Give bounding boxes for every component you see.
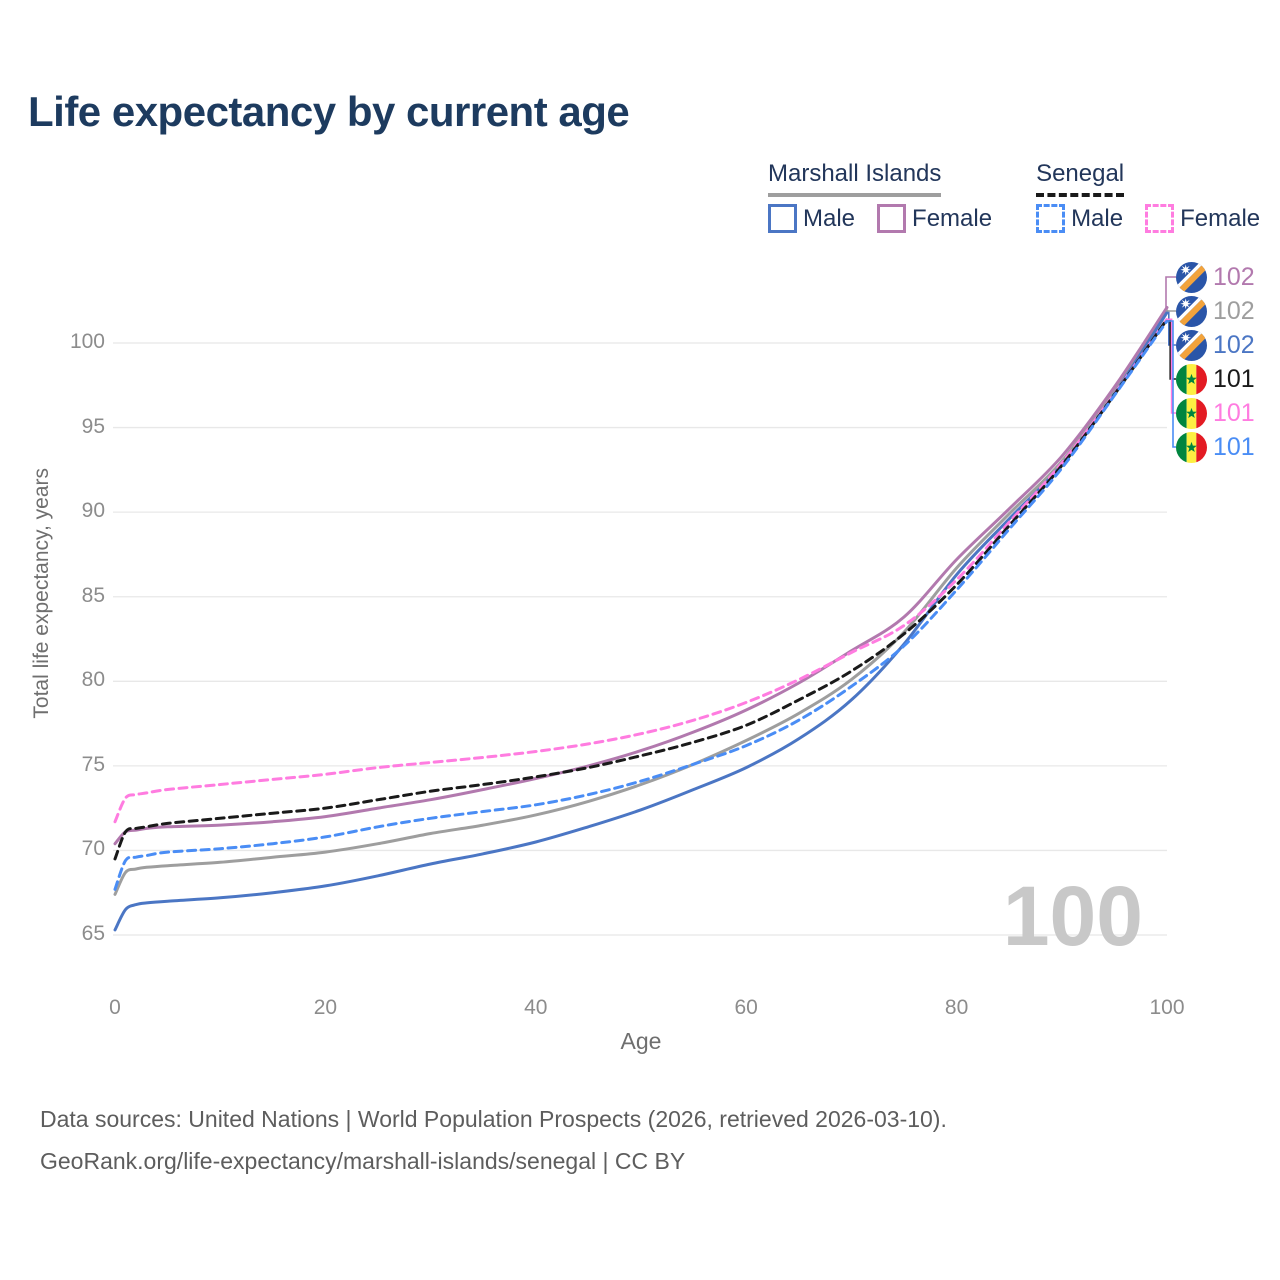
leader-line-mi-female	[1165, 276, 1176, 308]
x-tick-label: 100	[1149, 996, 1185, 1019]
series-line-mi-total	[113, 309, 1169, 896]
end-value-label: 102	[1213, 330, 1255, 359]
legend-label-senegal-female[interactable]: Female	[1180, 204, 1261, 232]
footer-attribution: GeoRank.org/life-expectancy/marshall-isl…	[40, 1148, 686, 1174]
x-tick-label: 40	[524, 996, 548, 1019]
y-tick-label: 90	[81, 499, 105, 523]
end-value-label: 101	[1213, 432, 1255, 461]
y-tick-label: 70	[81, 837, 105, 861]
series-line-mi-male	[113, 311, 1169, 932]
footer-sources: Data sources: United Nations | World Pop…	[40, 1106, 947, 1132]
legend-label-senegal-male[interactable]: Male	[1071, 204, 1124, 232]
senegal-flag-icon	[1176, 363, 1207, 395]
legend-group-senegal: Senegal Male Female	[1036, 160, 1280, 233]
footer: Data sources: United Nations | World Pop…	[40, 1106, 947, 1190]
y-tick-label: 85	[81, 583, 105, 607]
end-label-row-mi-male: 102	[1176, 329, 1255, 361]
x-tick-label: 60	[734, 996, 758, 1019]
y-tick-label: 75	[81, 752, 105, 776]
legend-swatch-senegal-male-icon[interactable]	[1036, 204, 1066, 233]
legend: Marshall Islands Male Female Senegal Mal…	[768, 160, 1280, 233]
y-tick-label: 80	[81, 668, 105, 692]
series-line-sn-female	[113, 317, 1169, 824]
y-axis-title: Total life expectancy, years	[30, 468, 53, 719]
end-label-row-mi-total: 102	[1176, 295, 1255, 327]
y-tick-label: 95	[81, 414, 105, 438]
legend-label-marshall-female[interactable]: Female	[912, 204, 993, 232]
leader-line-sn-male	[1166, 320, 1176, 448]
legend-country-marshall-islands[interactable]: Marshall Islands	[768, 160, 942, 197]
series-line-sn-male	[113, 319, 1169, 891]
end-label-row-sn-male: 101	[1176, 431, 1255, 463]
end-label-row-sn-total: 101	[1176, 363, 1255, 395]
end-value-label: 101	[1213, 364, 1255, 393]
end-label-row-mi-female: 102	[1176, 261, 1255, 293]
y-tick-label: 65	[81, 922, 105, 945]
legend-swatch-senegal-female-icon[interactable]	[1145, 204, 1175, 233]
end-label-row-sn-female: 101	[1176, 397, 1255, 429]
legend-group-marshall-islands: Marshall Islands Male Female	[768, 160, 1014, 233]
senegal-flag-icon	[1176, 431, 1207, 463]
end-value-label: 102	[1213, 296, 1255, 325]
marshall-islands-flag-icon	[1176, 261, 1207, 293]
x-tick-label: 0	[109, 996, 121, 1019]
end-value-label: 102	[1213, 262, 1255, 291]
end-value-label: 101	[1213, 398, 1255, 427]
leader-line-sn-female	[1166, 318, 1176, 414]
x-axis-title: Age	[620, 1028, 662, 1054]
legend-country-senegal[interactable]: Senegal	[1036, 160, 1125, 197]
series-line-mi-female	[113, 306, 1169, 846]
marshall-islands-flag-icon	[1176, 295, 1207, 327]
page-title: Life expectancy by current age	[28, 88, 630, 135]
legend-swatch-marshall-male-icon[interactable]	[768, 204, 797, 233]
marshall-islands-flag-icon	[1176, 329, 1207, 361]
age-watermark: 100	[1003, 869, 1143, 963]
legend-label-marshall-male[interactable]: Male	[803, 204, 856, 232]
x-tick-label: 80	[944, 996, 969, 1019]
y-tick-label: 100	[69, 330, 105, 353]
legend-swatch-marshall-female-icon[interactable]	[877, 204, 907, 233]
series-line-sn-total	[113, 317, 1169, 861]
senegal-flag-icon	[1176, 397, 1207, 429]
x-tick-label: 20	[313, 996, 338, 1019]
